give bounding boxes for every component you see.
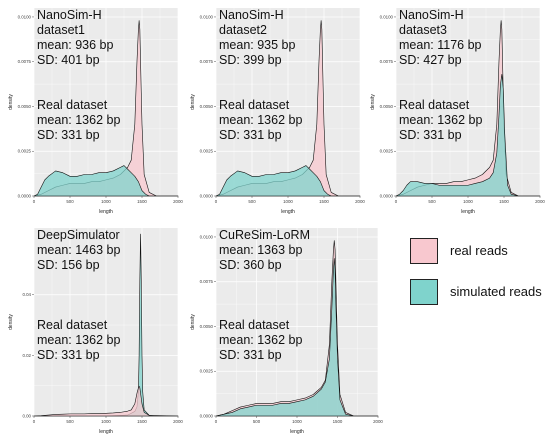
density-panel-nanosim-dataset3: 0 500 1000 1500 2000 0.0000 0.0025 0.0050 0.0075… <box>368 6 545 218</box>
y-tick-label: 0.0000 <box>18 194 32 199</box>
y-axis-title: density <box>8 94 14 110</box>
y-tick-label: 0.0050 <box>200 324 214 329</box>
y-tick-label: 0.0000 <box>380 194 394 199</box>
y-tick-label: 0.0050 <box>200 104 214 109</box>
x-tick-label: 500 <box>248 199 256 204</box>
legend-swatch-real-reads <box>410 238 438 264</box>
y-tick-label: 0.00 <box>22 414 31 419</box>
x-tick-label: 1500 <box>137 199 147 204</box>
x-axis-title: length <box>99 429 113 435</box>
y-tick-label: 0.0075 <box>18 59 32 64</box>
x-tick-label: 0 <box>395 199 398 204</box>
y-tick-label: 0.0025 <box>200 149 214 154</box>
y-axis-title: density <box>190 94 196 110</box>
x-tick-label: 500 <box>428 199 436 204</box>
y-tick-label: 0.0075 <box>200 59 214 64</box>
y-tick-label: 0.0100 <box>380 14 394 19</box>
y-tick-label: 0.0000 <box>200 194 214 199</box>
density-plot-5: 0 500 1000 1500 2000 0.0000 0.0025 0.0050 0.0075… <box>190 228 383 435</box>
x-tick-label: 0 <box>33 419 36 424</box>
y-tick-label: 0.0100 <box>200 234 214 239</box>
x-tick-label: 1000 <box>101 199 111 204</box>
density-panel-nanosim-dataset2: 0 500 1000 1500 2000 0.0000 0.0025 0.0050 0.0075… <box>188 6 365 218</box>
y-tick-label: 0.0100 <box>200 14 214 19</box>
y-tick-label: 0.0100 <box>18 14 32 19</box>
density-area-simulated-reads <box>395 73 541 197</box>
x-tick-label: 2000 <box>373 419 383 424</box>
y-tick-label: 0.0050 <box>18 104 32 109</box>
y-tick-label: 0.0075 <box>200 279 214 284</box>
density-plot-2: 0 500 1000 1500 2000 0.0000 0.0025 0.0050 0.0075… <box>190 8 365 215</box>
density-panel-deepsimulator: 0 500 1000 1500 2000 0.00 0.02 0.04 length densit… <box>6 226 183 438</box>
density-area-simulated-reads <box>215 258 379 417</box>
x-tick-label: 0 <box>33 199 36 204</box>
density-plot-4: 0 500 1000 1500 2000 0.00 0.02 0.04 length densit… <box>8 228 183 435</box>
x-tick-label: 1500 <box>333 419 343 424</box>
density-area-real-reads <box>33 385 179 417</box>
y-tick-label: 0.0075 <box>380 59 394 64</box>
x-tick-label: 1500 <box>137 419 147 424</box>
x-axis-title: length <box>99 209 113 215</box>
legend-label-real-reads: real reads <box>450 243 508 258</box>
y-axis-title: density <box>8 314 14 330</box>
y-tick-label: 0.02 <box>22 353 31 358</box>
x-tick-label: 1500 <box>499 199 509 204</box>
x-tick-label: 2000 <box>355 199 365 204</box>
y-tick-label: 0.0025 <box>18 149 32 154</box>
x-tick-label: 1000 <box>101 419 111 424</box>
x-tick-label: 1500 <box>319 199 329 204</box>
x-axis-title: length <box>290 429 304 435</box>
density-panel-curesim-lorm: 0 500 1000 1500 2000 0.0000 0.0025 0.0050 0.0075… <box>188 226 383 438</box>
x-tick-label: 500 <box>66 419 74 424</box>
y-tick-label: 0.0025 <box>200 369 214 374</box>
x-axis-title: length <box>461 209 475 215</box>
x-tick-label: 500 <box>253 419 261 424</box>
x-tick-label: 1000 <box>463 199 473 204</box>
x-tick-label: 500 <box>66 199 74 204</box>
x-tick-label: 2000 <box>535 199 545 204</box>
density-plot-3: 0 500 1000 1500 2000 0.0000 0.0025 0.0050 0.0075… <box>370 8 545 215</box>
x-tick-label: 1000 <box>283 199 293 204</box>
legend-swatch-simulated-reads <box>410 279 438 305</box>
x-tick-label: 0 <box>215 199 218 204</box>
x-tick-label: 2000 <box>173 199 183 204</box>
x-tick-label: 2000 <box>173 419 183 424</box>
density-area-simulated-reads <box>33 165 179 197</box>
y-tick-label: 0.0000 <box>200 414 214 419</box>
y-tick-label: 0.0050 <box>380 104 394 109</box>
y-tick-label: 0.0025 <box>380 149 394 154</box>
x-tick-label: 0 <box>215 419 218 424</box>
x-tick-label: 1000 <box>292 419 302 424</box>
legend-label-simulated-reads: simulated reads <box>450 284 542 299</box>
density-plot-1: 0 500 1000 1500 2000 0.0000 0.0025 0.0050 0.0075… <box>8 8 183 215</box>
density-panel-nanosim-dataset1: 0 500 1000 1500 2000 0.0000 0.0025 0.0050 0.0075… <box>6 6 183 218</box>
x-axis-title: length <box>281 209 295 215</box>
y-axis-title: density <box>190 314 196 330</box>
density-area-simulated-reads <box>215 165 361 197</box>
y-tick-label: 0.04 <box>22 292 31 297</box>
y-axis-title: density <box>370 94 376 110</box>
